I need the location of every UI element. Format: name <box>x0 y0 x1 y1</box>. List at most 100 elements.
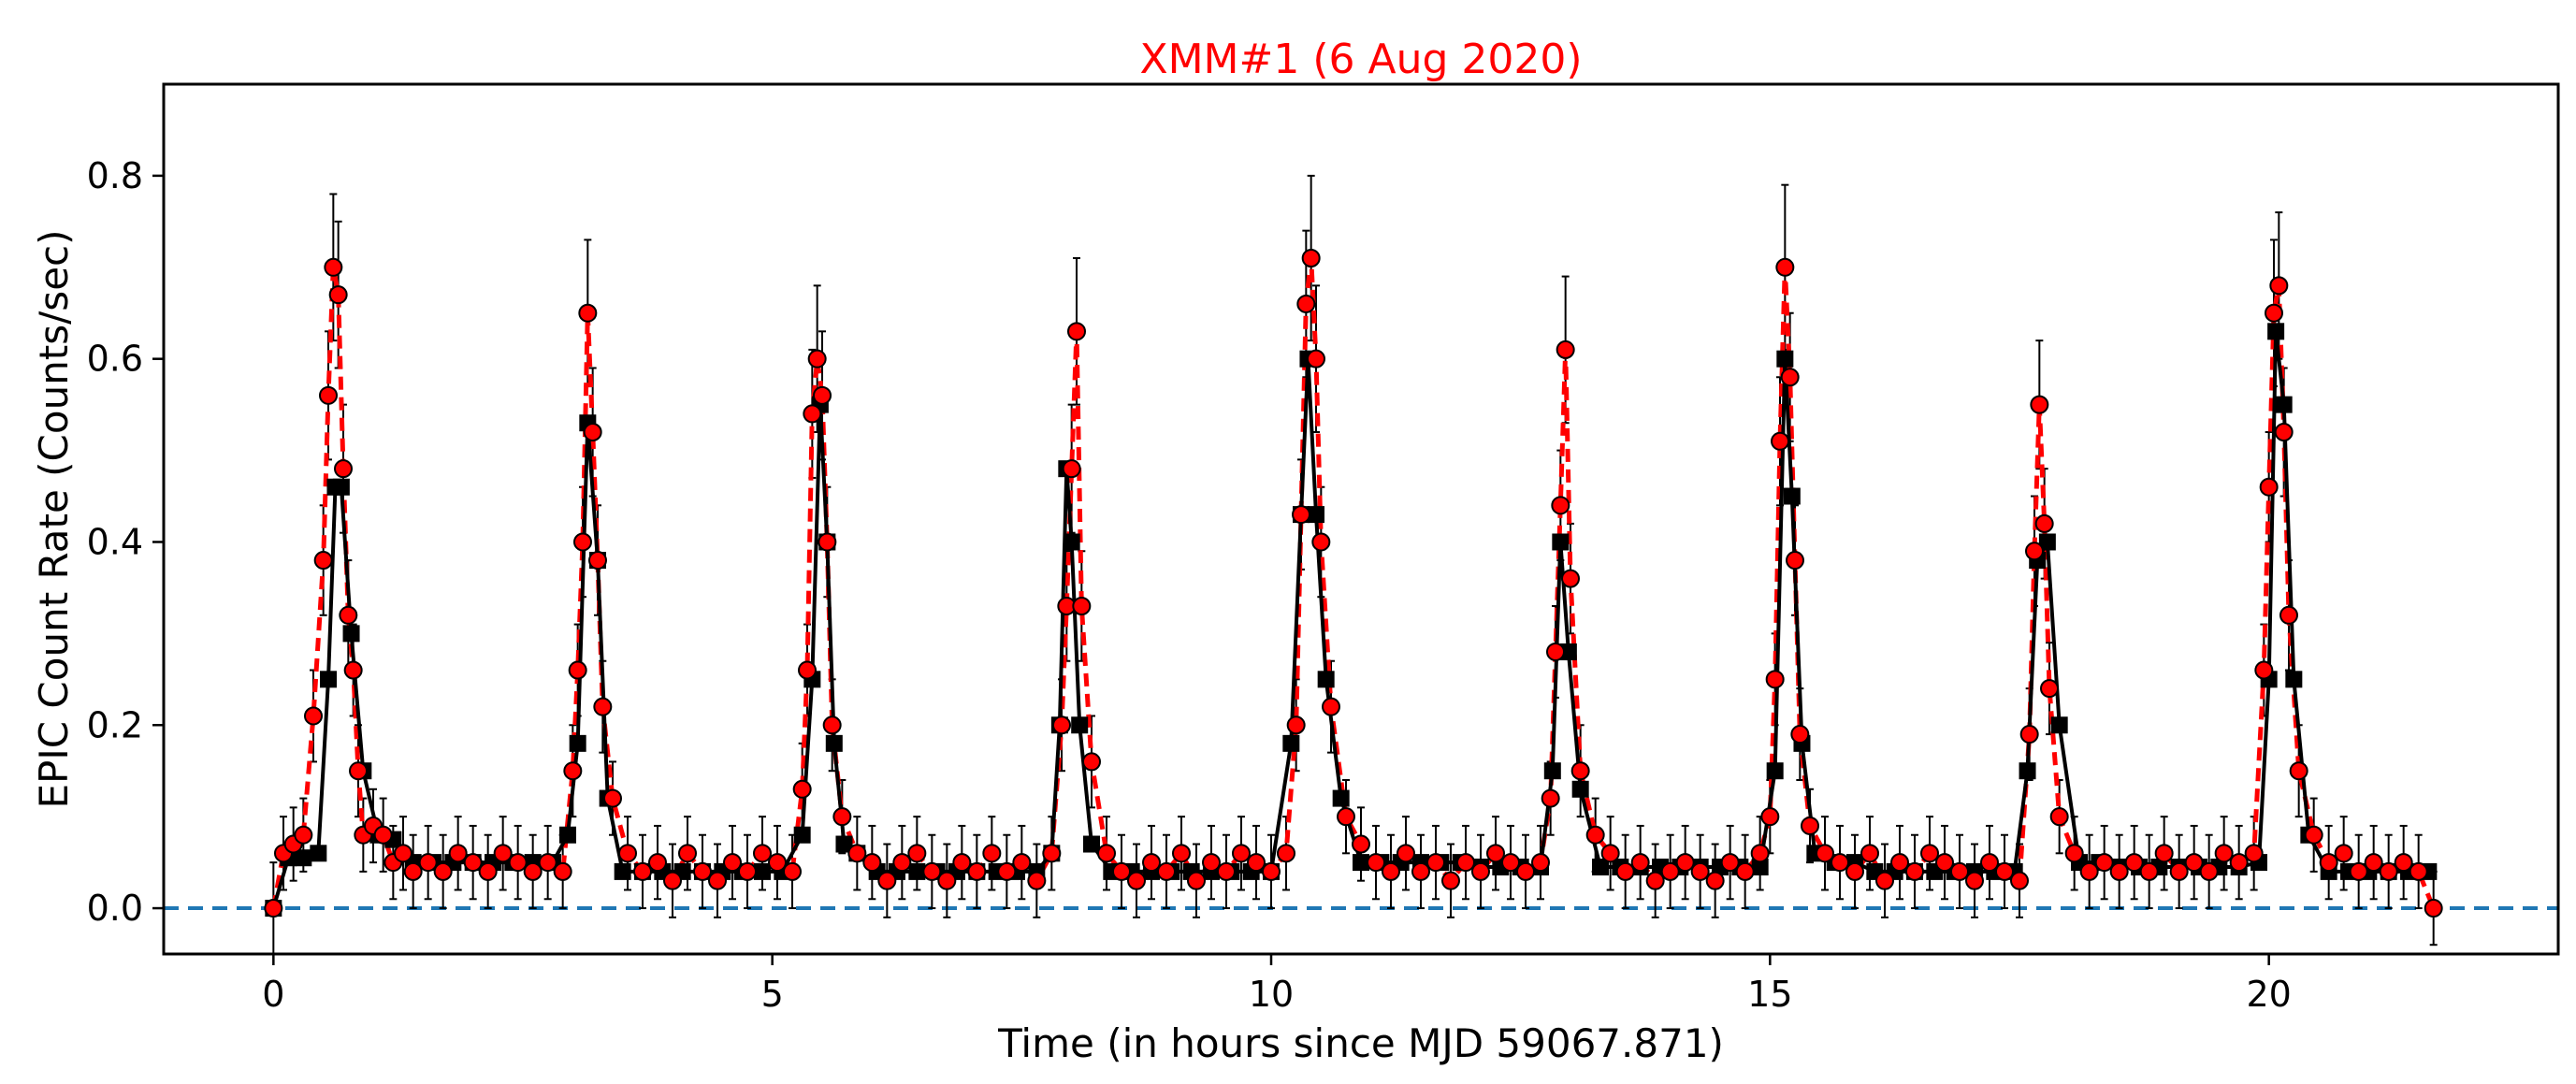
binned-square-marker <box>1282 734 1300 752</box>
binned-square-marker <box>2275 396 2293 413</box>
x-tick-label: 15 <box>1747 974 1792 1015</box>
data-point <box>1875 871 1894 890</box>
data-point <box>1292 505 1310 525</box>
binned-square-marker <box>1332 789 1350 807</box>
data-point <box>907 844 927 863</box>
data-point <box>1516 861 1535 881</box>
data-point <box>2109 861 2129 881</box>
data-point <box>448 844 468 863</box>
data-point <box>2079 861 2099 881</box>
y-tick-label: 0.8 <box>87 155 143 196</box>
binned-square-marker <box>1308 506 1324 524</box>
data-point <box>493 844 513 863</box>
chart-title: XMM#1 (6 Aug 2020) <box>1139 36 1582 83</box>
y-axis-label: EPIC Count Rate (Counts/sec) <box>31 229 77 808</box>
data-point <box>339 605 358 625</box>
binned-square-marker <box>1751 859 1769 875</box>
data-point <box>1042 844 1062 863</box>
data-point <box>1456 853 1475 873</box>
data-point <box>937 871 957 890</box>
data-point <box>1187 871 1206 890</box>
data-point <box>2334 844 2353 863</box>
data-point <box>1551 496 1570 515</box>
data-point <box>1307 349 1325 369</box>
data-point <box>1775 257 1795 277</box>
binned-square-marker <box>2267 323 2285 340</box>
data-point <box>768 853 787 873</box>
data-point <box>2034 513 2054 533</box>
data-point <box>1127 871 1146 890</box>
data-point <box>2025 542 2044 561</box>
data-point <box>1750 844 1770 863</box>
binned-square-marker <box>1559 643 1577 660</box>
data-point <box>2229 853 2249 873</box>
data-point <box>1860 844 1879 863</box>
binned-square-marker <box>908 862 926 880</box>
binned-square-marker <box>295 849 312 867</box>
data-point <box>1486 844 1505 863</box>
data-point <box>2094 853 2114 873</box>
data-point <box>523 861 543 881</box>
data-point <box>1786 551 1804 571</box>
data-point <box>2169 861 2189 881</box>
data-point <box>1172 844 1191 863</box>
data-point <box>2364 853 2383 873</box>
data-point <box>807 349 827 369</box>
data-point <box>862 853 882 873</box>
data-point <box>2269 276 2289 296</box>
binned-square-marker <box>825 734 843 752</box>
data-point <box>922 861 942 881</box>
data-point <box>792 779 812 799</box>
data-point <box>593 697 613 716</box>
binned-square-marker <box>342 625 360 643</box>
data-point <box>1965 871 1984 890</box>
data-point <box>1541 788 1560 808</box>
data-point <box>2064 844 2084 863</box>
data-point <box>2154 844 2174 863</box>
binned-square-marker <box>2019 762 2036 780</box>
data-point <box>847 844 867 863</box>
data-point <box>1561 569 1580 588</box>
data-point <box>663 871 682 890</box>
data-point <box>1720 853 1740 873</box>
data-point <box>573 532 592 552</box>
data-point <box>738 861 757 881</box>
data-point <box>1531 853 1550 873</box>
binned-square-marker <box>1063 533 1080 551</box>
data-point <box>394 844 412 863</box>
plot-area <box>164 174 2558 954</box>
x-axis-label: Time (in hours since MJD 59067.871) <box>997 1020 1724 1066</box>
data-point <box>1052 715 1071 735</box>
data-point <box>1471 861 1490 881</box>
data-point <box>1600 844 1620 863</box>
data-point <box>1112 861 1131 881</box>
data-point <box>818 532 837 552</box>
data-point <box>2265 303 2283 323</box>
data-point <box>1845 861 1864 881</box>
data-point <box>349 761 368 781</box>
data-point <box>563 761 583 781</box>
binned-square-marker <box>1083 835 1100 853</box>
data-point <box>538 853 557 873</box>
y-tick-label: 0.0 <box>87 888 143 929</box>
data-point <box>1247 853 1266 873</box>
plot-content <box>164 174 2558 954</box>
y-tick-label: 0.4 <box>87 521 143 562</box>
binned-square-marker <box>1766 762 1784 780</box>
data-point <box>803 404 822 424</box>
binned-square-marker <box>835 835 853 853</box>
binned-square-marker <box>1552 533 1570 551</box>
data-point <box>1202 853 1221 873</box>
data-point <box>1995 861 2014 881</box>
data-point <box>418 853 438 873</box>
binned-square-marker <box>2038 533 2056 551</box>
data-point <box>2139 861 2159 881</box>
data-point <box>478 861 498 881</box>
data-point <box>343 660 363 680</box>
data-point <box>2279 605 2298 625</box>
data-point <box>1801 816 1819 835</box>
data-point <box>798 660 817 680</box>
data-point <box>1831 853 1849 873</box>
